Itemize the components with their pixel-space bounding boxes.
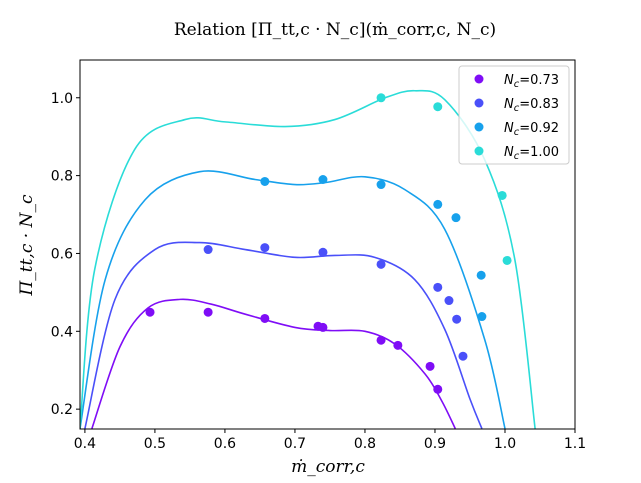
legend-marker-1 [474,98,484,108]
data-point [393,340,403,350]
x-tick-label: 0.7 [284,436,306,452]
chart-title: Relation [Π_tt,c · N_c](ṁ_corr,c, N_c) [174,20,496,40]
data-point [318,247,328,257]
data-point [433,282,443,292]
x-tick-label: 0.4 [74,436,96,452]
data-point [502,255,512,265]
legend: Nc=0.73 Nc=0.83 Nc=0.92 Nc=1.00 [458,65,570,165]
data-point [376,259,386,269]
fit-curve-2 [80,170,506,429]
data-point [433,199,443,209]
y-axis-label: Π_tt,c · N_c [17,194,37,296]
legend-marker-0 [474,74,484,84]
data-point [497,190,507,200]
legend-marker-3 [474,146,484,156]
data-point [451,213,461,223]
fit-curve-1 [84,241,483,429]
data-point [145,307,155,317]
data-point [477,312,487,322]
data-point [203,245,213,255]
x-tick-label: 1.1 [564,436,586,452]
data-point [433,384,443,394]
data-point [318,322,328,332]
x-tick-label: 0.8 [354,436,376,452]
y-tick-label: 0.2 [51,402,73,418]
data-point [452,314,462,324]
data-point [433,102,443,112]
fit-curve-0 [91,298,456,429]
data-point [444,296,454,306]
x-tick-label: 1.0 [494,436,516,452]
data-point [425,361,435,371]
legend-label-3: Nc=1.00 [504,145,559,162]
data-point [376,93,386,103]
data-point [260,176,270,186]
plot-frame [79,59,576,430]
data-point [260,313,270,323]
x-tick-label: 0.5 [144,436,166,452]
data-point [376,180,386,190]
data-point [476,270,486,280]
data-point [376,335,386,345]
data-point [318,174,328,184]
legend-label-2: Nc=0.92 [504,121,559,138]
x-tick-label: 0.9 [424,436,446,452]
legend-label-1: Nc=0.83 [504,97,559,114]
x-tick-label: 0.6 [214,436,236,452]
legend-label-0: Nc=0.73 [504,73,559,90]
x-axis-label: ṁ_corr,c [291,457,365,477]
y-tick-label: 0.6 [51,246,73,262]
legend-marker-2 [474,122,484,132]
data-point [260,243,270,253]
y-tick-label: 1.0 [51,91,73,107]
y-tick-label: 0.8 [51,169,73,185]
data-point [203,307,213,317]
y-tick-label: 0.4 [51,324,73,340]
data-point [458,351,468,361]
